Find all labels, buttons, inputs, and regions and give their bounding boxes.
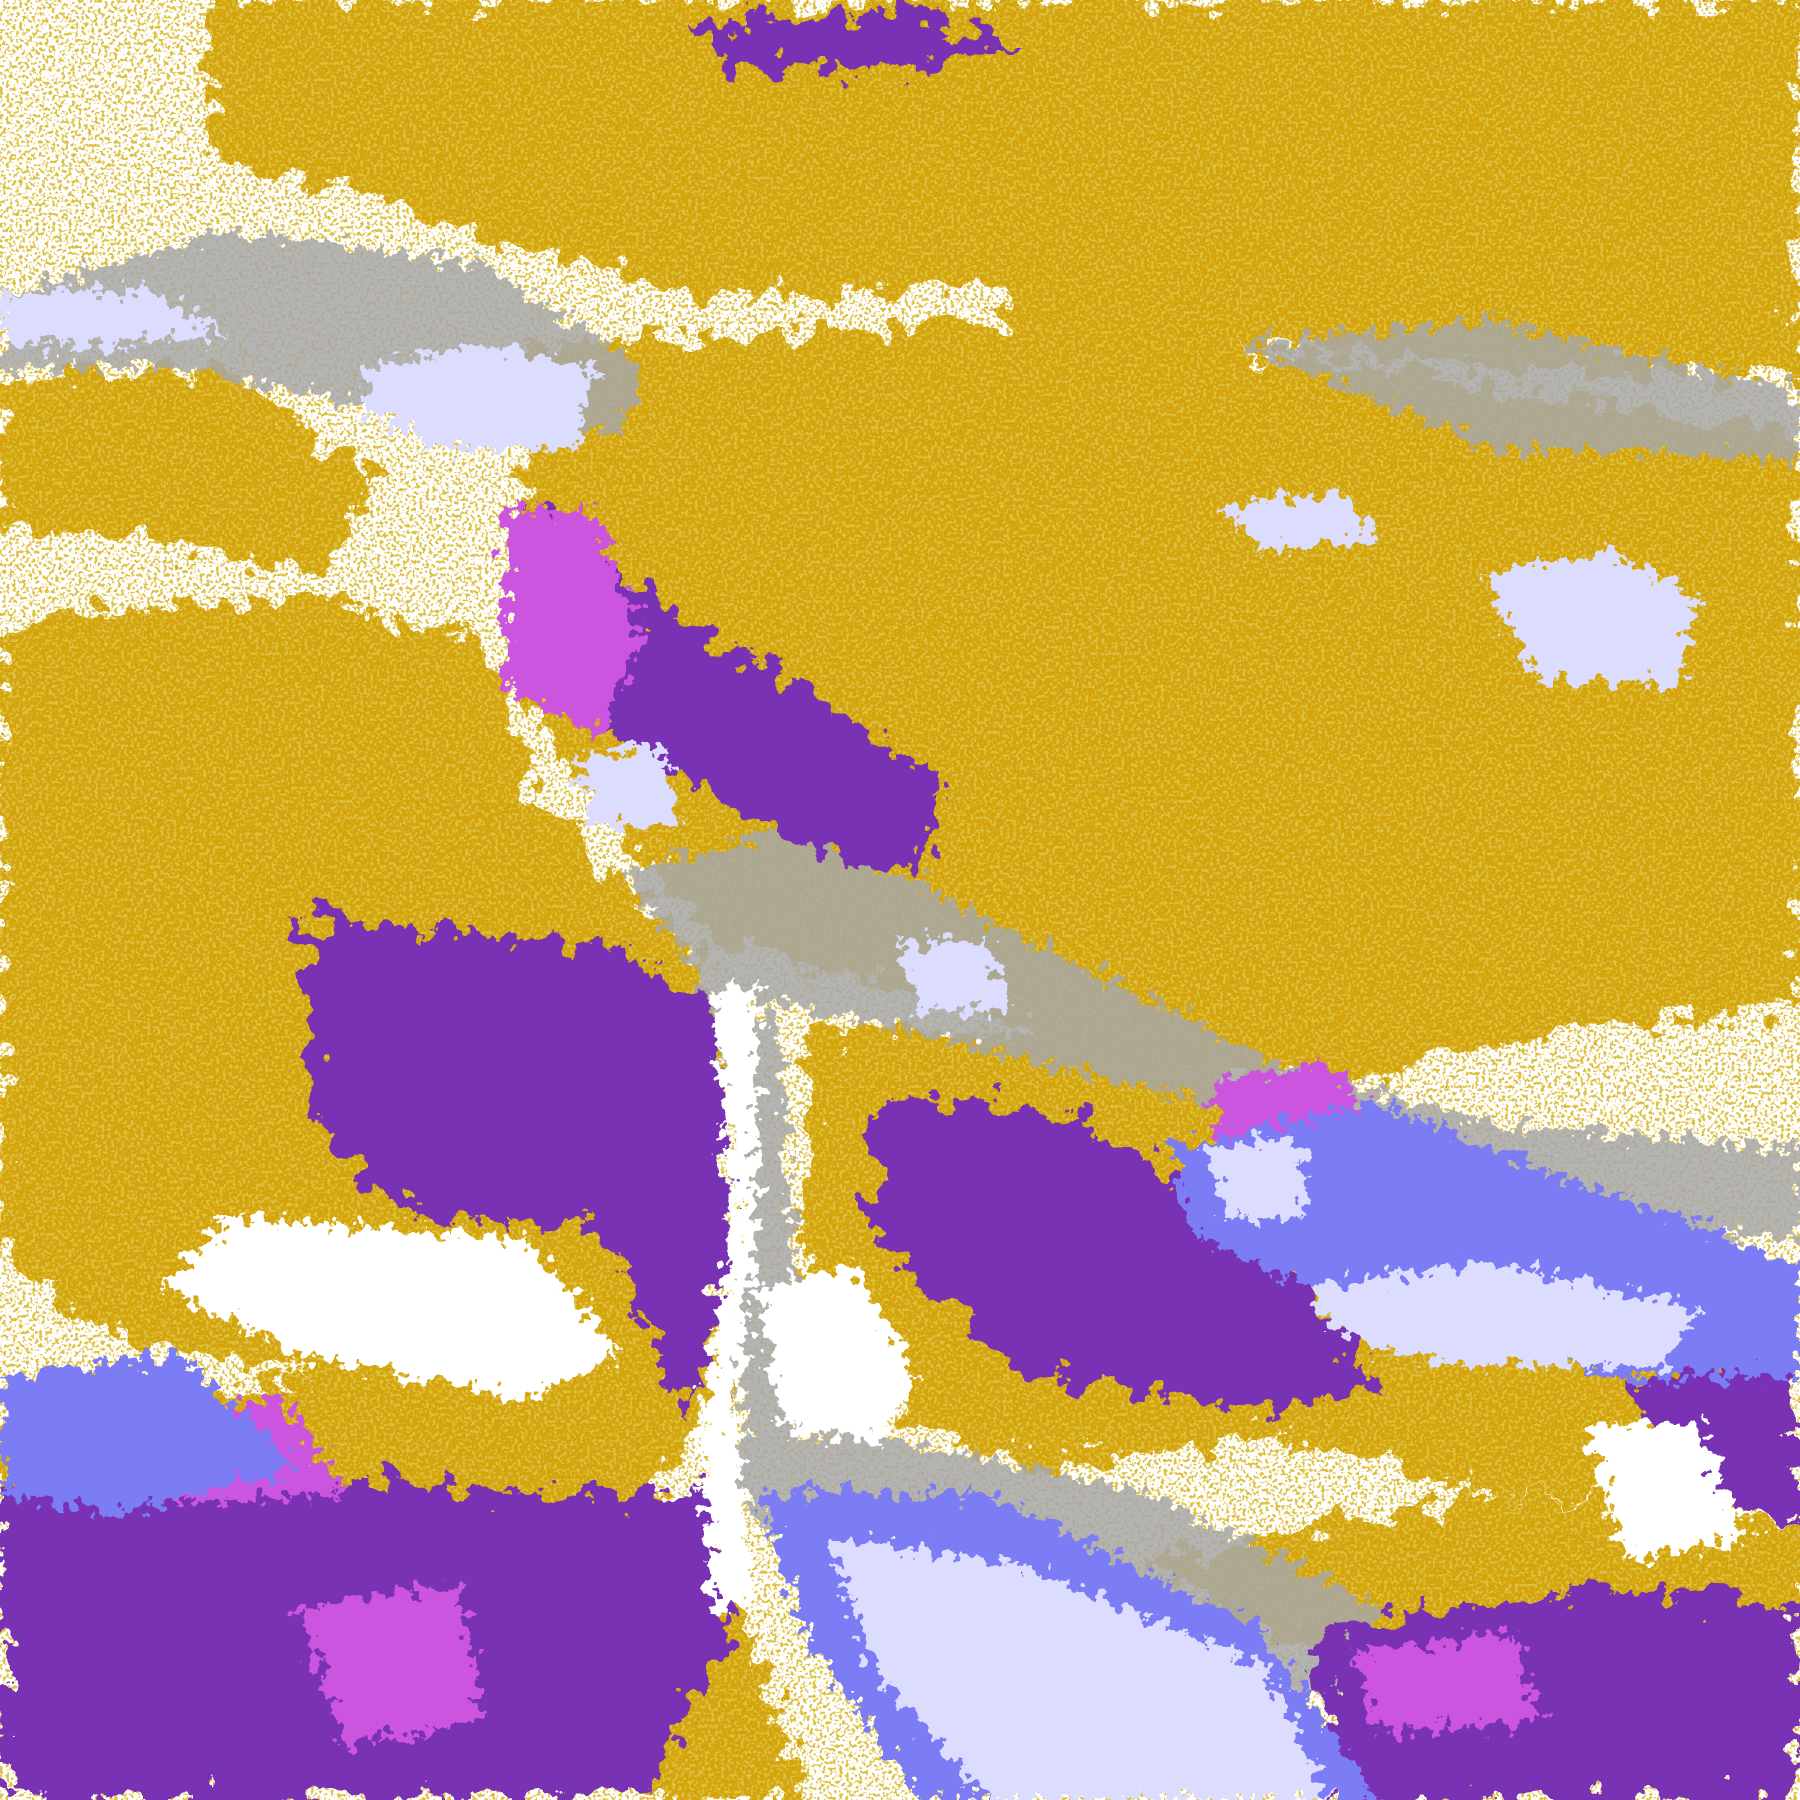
lavender-clouds bbox=[0, 286, 1699, 1800]
magenta-regions bbox=[137, 505, 1539, 1745]
white-channel bbox=[160, 987, 1745, 1608]
purple-regions bbox=[0, 11, 1800, 1800]
